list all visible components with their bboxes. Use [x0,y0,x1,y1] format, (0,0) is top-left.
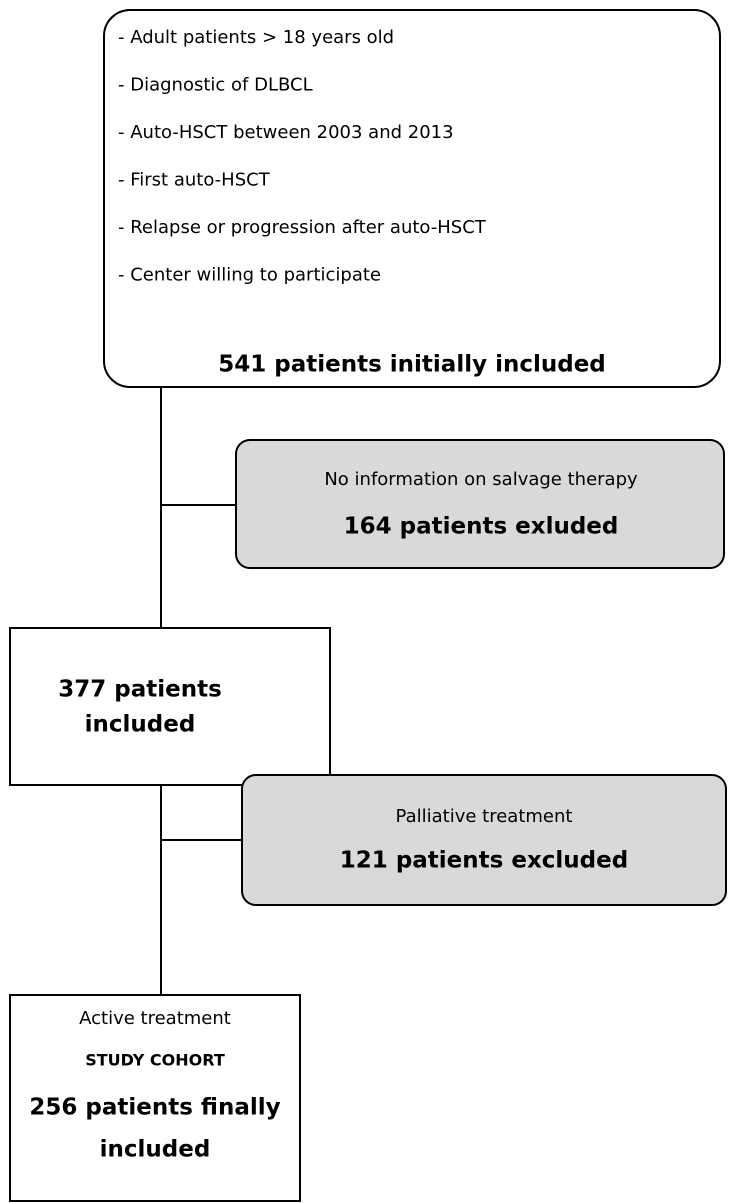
criterion: - Diagnostic of DLBCL [118,75,313,96]
node-reason: No information on salvage therapy [324,469,638,490]
node-result: 121 patients excluded [340,848,628,874]
node-result: included [85,712,196,738]
node-label: STUDY COHORT [85,1051,225,1070]
criterion: - Auto-HSCT between 2003 and 2013 [118,122,454,143]
node-reason: Palliative treatment [396,806,573,827]
node-result: 541 patients initially included [218,352,606,378]
node-result: 377 patients [58,677,222,703]
criterion: - Center willing to participate [118,265,381,286]
node-reason: Active treatment [79,1008,231,1029]
criteria-list: - Adult patients > 18 years old - Diagnos… [118,27,487,286]
node-result: 256 patients finally [29,1095,280,1121]
criterion: - Adult patients > 18 years old [118,27,394,48]
criterion: - First auto-HSCT [118,170,271,191]
included-box [9,627,331,786]
node-result: 164 patients exluded [344,514,619,540]
criterion: - Relapse or progression after auto-HSCT [118,217,487,238]
exclusion-box [235,439,725,569]
node-result: included [100,1137,211,1163]
inclusion-box [103,9,721,388]
cohort-box [9,994,301,1202]
exclusion-box [241,774,727,906]
